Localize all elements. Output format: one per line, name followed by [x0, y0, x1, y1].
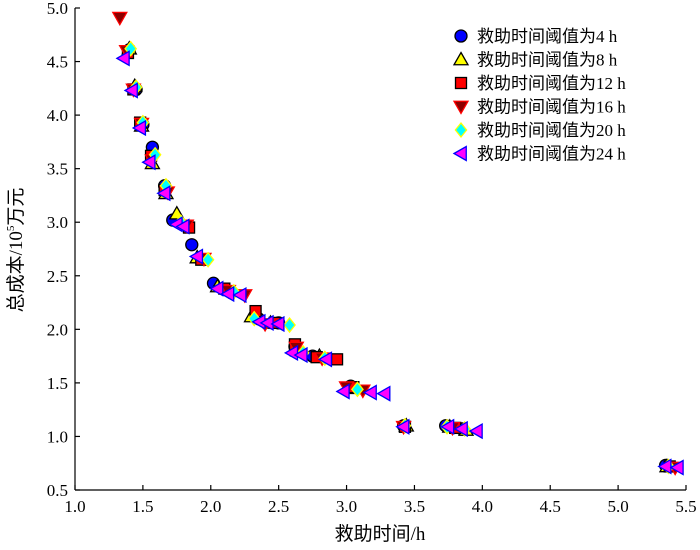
y-tick-label: 2.0 — [47, 320, 68, 339]
x-tick-label: 5.0 — [607, 497, 628, 516]
y-tick-label: 5.0 — [47, 0, 68, 18]
legend-marker-diamond-icon — [454, 121, 468, 139]
data-point — [468, 422, 483, 440]
y-axis-label-sup: 5 — [5, 225, 17, 231]
legend-label: 救助时间阈值为16 h — [477, 98, 626, 117]
y-tick-label: 3.5 — [47, 160, 68, 179]
series-5 — [115, 50, 684, 476]
x-tick-label: 5.5 — [675, 497, 696, 516]
legend-marker-triangle-down-icon — [452, 100, 470, 115]
legend-marker-triangle-up-icon — [452, 51, 470, 66]
legend-marker-square-icon — [454, 76, 468, 90]
data-point — [115, 50, 130, 67]
data-point — [293, 346, 308, 364]
y-tick-label: 4.0 — [47, 106, 68, 125]
legend: 救助时间阈值为4 h 救助时间阈值为8 h 救助时间阈值为12 h 救助时间阈值为16… — [452, 27, 626, 164]
y-axis-label: 总成本/105万元 — [5, 188, 27, 313]
legend-label: 救助时间阈值为24 h — [477, 145, 626, 164]
x-tick-label: 1.5 — [132, 497, 153, 516]
data-point — [453, 420, 468, 438]
legend-item: 救助时间阈值为12 h — [454, 74, 626, 93]
legend-label: 救助时间阈值为20 h — [477, 121, 626, 140]
data-point — [156, 185, 171, 202]
y-tick-label: 3.0 — [47, 213, 68, 232]
legend-item: 救助时间阈值为20 h — [454, 121, 626, 140]
data-point — [175, 218, 190, 235]
data-point — [376, 385, 391, 402]
legend-item: 救助时间阈值为8 h — [452, 51, 618, 70]
x-ticks: 1.0 1.5 2.0 2.5 3.0 3.5 4.0 4.5 5.0 5.5 — [64, 485, 697, 516]
x-tick-label: 2.0 — [200, 497, 221, 516]
y-tick-label: 0.5 — [47, 481, 68, 500]
data-point — [335, 383, 350, 400]
legend-item: 救助时间阈值为24 h — [452, 145, 626, 164]
data-point — [141, 154, 156, 171]
data-point — [220, 285, 235, 303]
data-point — [247, 310, 261, 327]
y-tick-label: 4.5 — [47, 53, 68, 72]
data-point — [317, 351, 333, 368]
x-tick-label: 4.0 — [472, 497, 493, 516]
data-point — [185, 238, 199, 252]
data-point — [330, 353, 344, 366]
data-point — [201, 251, 215, 268]
legend-item: 救助时间阈值为16 h — [452, 98, 626, 117]
data-point — [209, 280, 224, 297]
data-point — [669, 459, 684, 476]
legend-marker-triangle-left-icon — [452, 145, 467, 162]
y-ticks: 0.5 1.0 1.5 2.0 2.5 3.0 3.5 4.0 4.5 5.0 — [47, 0, 80, 500]
legend-label: 救助时间阈值为8 h — [477, 51, 618, 70]
x-axis-label: 救助时间/h — [335, 523, 426, 545]
data-point — [111, 11, 128, 26]
y-axis-label-unit: 万元 — [6, 188, 27, 226]
data-point — [440, 418, 455, 435]
x-tick-label: 1.0 — [64, 497, 85, 516]
x-tick-label: 3.0 — [336, 497, 357, 516]
legend-item: 救助时间阈值为4 h — [454, 27, 618, 46]
data-point — [232, 286, 247, 304]
y-tick-label: 2.5 — [47, 267, 68, 286]
data-point — [283, 317, 296, 334]
x-tick-label: 2.5 — [268, 497, 289, 516]
y-axis-label-main: 总成本/10 — [5, 231, 27, 312]
y-tick-label: 1.0 — [47, 427, 68, 446]
x-tick-label: 4.5 — [540, 497, 561, 516]
data-point — [270, 315, 285, 333]
data-point — [395, 418, 410, 435]
data-point — [657, 458, 672, 475]
data-point — [188, 248, 204, 265]
data-points — [111, 11, 684, 476]
data-point — [362, 384, 377, 401]
legend-label: 救助时间阈值为4 h — [477, 27, 618, 46]
legend-marker-circle-icon — [454, 29, 468, 43]
data-point — [123, 82, 138, 99]
x-tick-label: 3.5 — [404, 497, 425, 516]
data-point — [131, 119, 147, 137]
data-point — [350, 381, 364, 398]
y-tick-label: 1.5 — [47, 374, 68, 393]
legend-label: 救助时间阈值为12 h — [477, 74, 626, 93]
